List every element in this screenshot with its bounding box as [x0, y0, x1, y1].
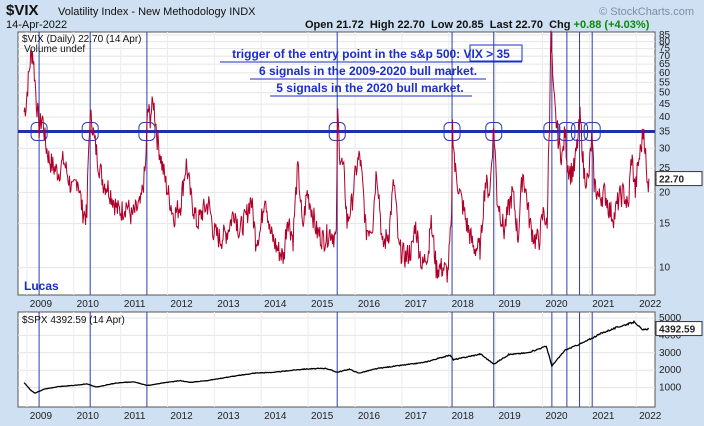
vix-y-tick-label: 30 — [659, 143, 671, 154]
author-label: Lucas — [24, 279, 59, 293]
vix-y-tick-label: 75 — [659, 44, 671, 55]
change-label: Chg — [549, 19, 571, 31]
vix-x-tick-label: 2021 — [592, 299, 615, 310]
vix-series-group — [23, 30, 650, 283]
spx-x-tick-label: 2017 — [405, 411, 428, 422]
spx-y-tick-label: 5000 — [659, 313, 682, 324]
vix-x-tick-label: 2009 — [30, 299, 53, 310]
vix-y-tick-label: 40 — [659, 112, 671, 123]
chart-date: 14-Apr-2022 — [6, 19, 68, 31]
vix-x-tick-label: 2012 — [170, 299, 193, 310]
symbol-name: Volatility Index - New Methodology INDX — [58, 6, 256, 18]
vix-x-tick-label: 2010 — [77, 299, 100, 310]
spx-x-tick-label: 2022 — [639, 411, 662, 422]
change-value: +0.88 (+4.03%) — [573, 19, 650, 31]
vix-y-tick-label: 65 — [659, 59, 671, 70]
last-value: 22.70 — [515, 19, 543, 31]
vix-y-tick-label: 35 — [659, 126, 671, 137]
vix-panel — [17, 31, 656, 296]
spx-x-tick-label: 2019 — [499, 411, 522, 422]
vix-y-tick-label: 20 — [659, 187, 671, 198]
spx-x-tick-label: 2018 — [452, 411, 475, 422]
vix-y-tick-label: 60 — [659, 68, 671, 79]
annotation-line-1: trigger of the entry point in the s&p 50… — [232, 47, 510, 61]
quote-summary: Open 21.72 High 22.70 Low 20.85 Last 22.… — [305, 19, 649, 31]
low-label: Low — [431, 19, 454, 31]
vix-y-tick-label: 70 — [659, 51, 671, 62]
spx-series-group — [23, 320, 649, 394]
low-value: 20.85 — [456, 19, 484, 31]
spx-y-tick-label: 3000 — [659, 348, 682, 359]
vix-x-tick-label: 2018 — [452, 299, 475, 310]
vix-legend: $VIX (Daily) 22.70 (14 Apr) — [22, 34, 142, 45]
vix-x-tick-label: 2020 — [545, 299, 568, 310]
vix-threshold-box — [469, 44, 523, 62]
spx-x-tick-label: 2009 — [30, 411, 53, 422]
spx-x-tick-label: 2012 — [170, 411, 193, 422]
spx-legend: $SPX 4392.59 (14 Apr) — [22, 315, 125, 326]
vix-y-tick-label: 10 — [659, 263, 671, 274]
vix-y-tick-label: 55 — [659, 77, 671, 88]
volume-legend: Volume undef — [24, 44, 85, 55]
vix-y-tick-label: 80 — [659, 37, 671, 48]
vix-y-tick-label: 15 — [659, 219, 671, 230]
spx-x-tick-label: 2014 — [264, 411, 287, 422]
vix-x-tick-label: 2019 — [499, 299, 522, 310]
watermark: © StockCharts.com — [599, 6, 694, 18]
spx-panel — [17, 311, 656, 408]
high-value: 22.70 — [397, 19, 425, 31]
spx-y-tick-label: 2000 — [659, 365, 682, 376]
exchange-label: INDX — [229, 6, 256, 18]
vix-x-tick-label: 2015 — [311, 299, 334, 310]
vix-y-tick-label: 50 — [659, 88, 671, 99]
vix-x-tick-label: 2017 — [405, 299, 428, 310]
vix-last-value-tag-box — [655, 171, 703, 187]
spx-x-tick-label: 2021 — [592, 411, 615, 422]
open-label: Open — [305, 19, 334, 31]
vix-series-line — [23, 30, 650, 283]
symbol-title: $VIX — [6, 2, 39, 19]
annotation-line-3: 5 signals in the 2020 bull market. — [276, 81, 463, 95]
vix-y-tick-label: 25 — [659, 163, 671, 174]
spx-series-line — [23, 320, 649, 394]
vix-last-value-tag: 22.70 — [659, 175, 684, 186]
vix-x-tick-label: 2014 — [264, 299, 287, 310]
vix-y-tick-label: 85 — [659, 30, 671, 41]
open-value: 21.72 — [336, 19, 364, 31]
spx-last-value-tag-box — [655, 321, 703, 337]
spx-x-tick-label: 2010 — [77, 411, 100, 422]
spx-x-tick-label: 2011 — [124, 411, 146, 422]
vix-x-tick-label: 2011 — [124, 299, 146, 310]
index-name: Volatility Index - New Methodology — [58, 6, 227, 18]
vix-x-tick-label: 2022 — [639, 299, 662, 310]
vix-x-tick-label: 2016 — [358, 299, 381, 310]
spx-x-tick-label: 2016 — [358, 411, 381, 422]
spx-x-tick-label: 2015 — [311, 411, 334, 422]
vix-x-tick-label: 2013 — [217, 299, 240, 310]
vix-y-tick-label: 45 — [659, 99, 671, 110]
annotation-line-2: 6 signals in the 2009-2020 bull market. — [259, 64, 477, 78]
spx-y-tick-label: 1000 — [659, 383, 682, 394]
high-label: High — [369, 19, 395, 31]
last-label: Last — [489, 19, 513, 31]
spx-x-tick-label: 2013 — [217, 411, 240, 422]
spx-x-tick-label: 2020 — [545, 411, 568, 422]
spx-last-value-tag: 4392.59 — [659, 325, 696, 336]
